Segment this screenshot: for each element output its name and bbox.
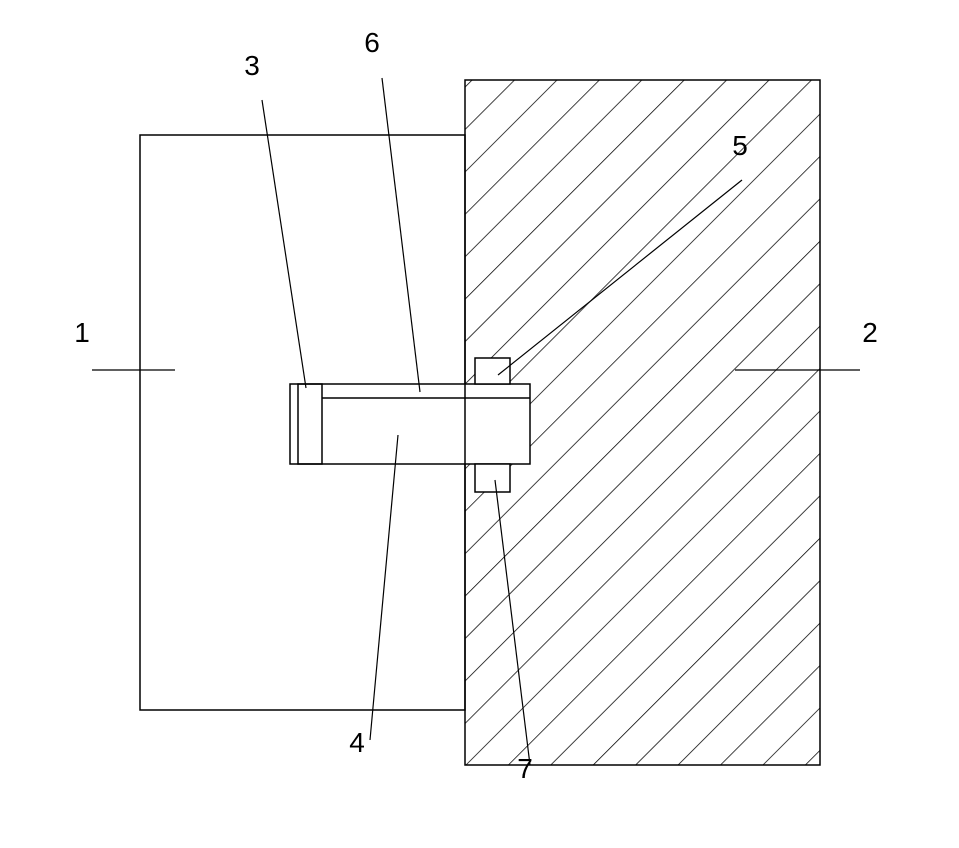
inner-main-rect bbox=[290, 384, 530, 464]
bottom-tab bbox=[475, 464, 510, 492]
label-1: 1 bbox=[74, 317, 90, 348]
label-5: 5 bbox=[732, 130, 748, 161]
label-7: 7 bbox=[517, 753, 533, 784]
top-tab bbox=[475, 358, 510, 384]
label-4: 4 bbox=[349, 727, 365, 758]
label-3: 3 bbox=[244, 50, 260, 81]
leader-line-6 bbox=[382, 78, 420, 392]
label-6: 6 bbox=[364, 27, 380, 58]
technical-diagram-svg: 1 2 3 4 5 6 7 bbox=[0, 0, 959, 848]
label-2: 2 bbox=[862, 317, 878, 348]
leader-line-3 bbox=[262, 100, 306, 388]
diagram-container: 1 2 3 4 5 6 7 bbox=[0, 0, 959, 848]
leader-line-4 bbox=[370, 435, 398, 740]
